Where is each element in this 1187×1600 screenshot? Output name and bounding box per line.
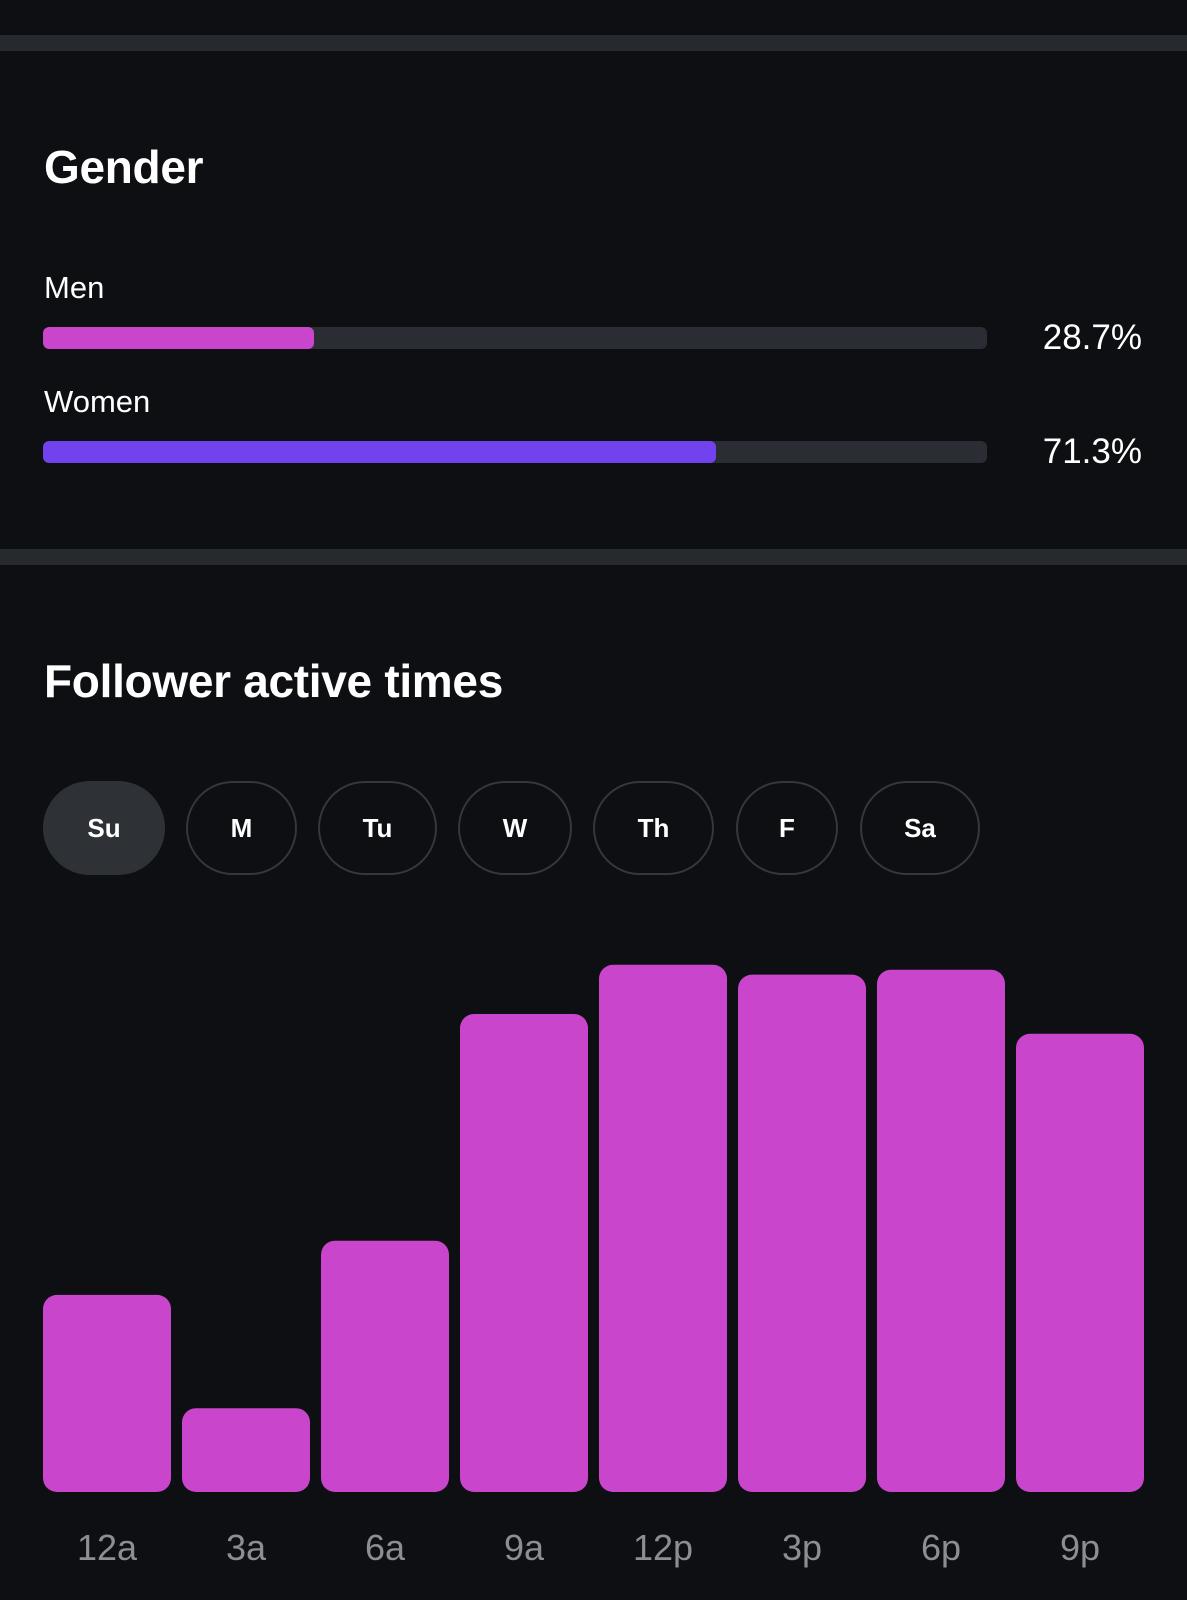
section-divider — [0, 35, 1187, 51]
section-divider — [0, 549, 1187, 565]
bar-3p — [738, 974, 866, 1492]
active-times-bar-chart: 12a 3a 6a 9a 12p 3p 6p 9p — [43, 964, 1144, 1568]
x-tick-label: 3p — [782, 1527, 822, 1568]
bar-9a — [460, 1014, 588, 1492]
day-tab-su[interactable]: Su — [43, 781, 165, 875]
bar-6p — [877, 969, 1005, 1492]
gender-title: Gender — [44, 141, 204, 193]
bar-9p — [1016, 1033, 1144, 1492]
x-tick-label: 12a — [77, 1527, 138, 1568]
gender-percent-women: 71.3% — [1042, 432, 1142, 471]
x-tick-label: 12p — [633, 1527, 693, 1568]
active-times-title: Follower active times — [44, 655, 503, 707]
gender-bar-fill-men — [43, 327, 314, 349]
day-tab-sa[interactable]: Sa — [860, 781, 980, 875]
x-tick-label: 3a — [226, 1527, 267, 1568]
gender-bar-fill-women — [43, 441, 717, 463]
gender-bar-track-men — [43, 327, 987, 349]
gender-label-women: Women — [44, 384, 151, 419]
bar-12p — [599, 964, 727, 1492]
day-tab-tu[interactable]: Tu — [318, 781, 437, 875]
bar-12a — [43, 1294, 171, 1492]
x-tick-label: 9p — [1060, 1527, 1100, 1568]
gender-bar-track-women — [43, 441, 987, 463]
x-tick-label: 9a — [504, 1527, 545, 1568]
day-tab-f[interactable]: F — [736, 781, 838, 875]
gender-percent-men: 28.7% — [1042, 318, 1142, 357]
day-tab-m[interactable]: M — [186, 781, 297, 875]
bar-3a — [182, 1408, 310, 1492]
day-tab-th[interactable]: Th — [593, 781, 714, 875]
x-tick-label: 6p — [921, 1527, 961, 1568]
bar-6a — [321, 1240, 449, 1492]
x-tick-label: 6a — [365, 1527, 406, 1568]
gender-label-men: Men — [44, 270, 105, 305]
day-tab-w[interactable]: W — [458, 781, 572, 875]
